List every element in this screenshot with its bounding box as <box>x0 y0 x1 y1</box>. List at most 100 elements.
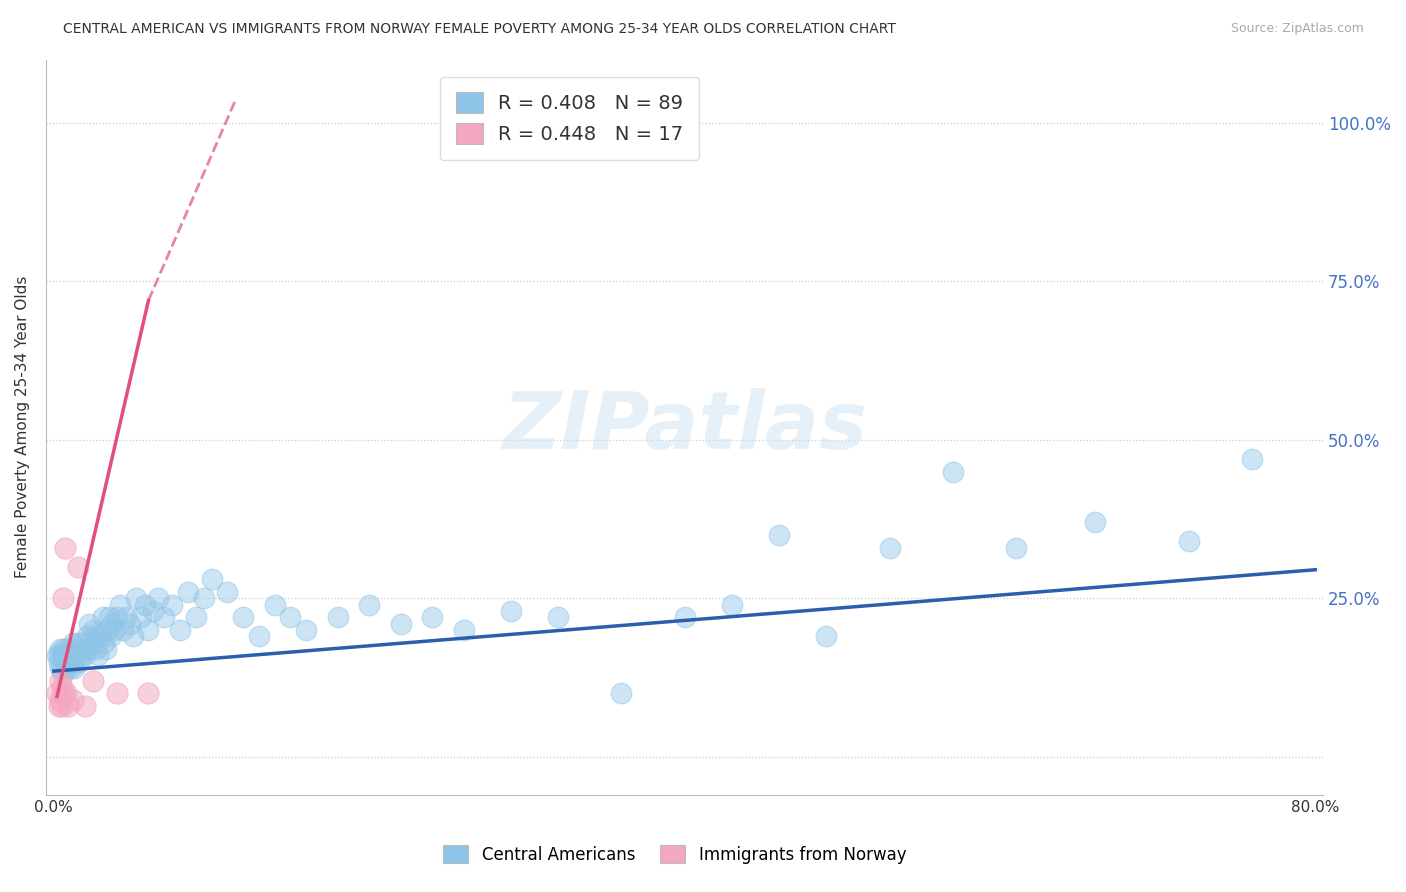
Point <box>48 698 70 713</box>
Point <box>49 692 72 706</box>
Point <box>63 661 86 675</box>
Point <box>91 610 114 624</box>
Point <box>295 623 318 637</box>
Point <box>193 591 215 606</box>
Point <box>79 642 101 657</box>
Point <box>1178 534 1201 549</box>
Point <box>247 629 270 643</box>
Point <box>53 655 76 669</box>
Point <box>169 623 191 637</box>
Point <box>83 629 105 643</box>
Point <box>56 655 79 669</box>
Point <box>112 623 135 637</box>
Point <box>610 686 633 700</box>
Point <box>53 541 76 555</box>
Point <box>326 610 349 624</box>
Point <box>49 642 72 657</box>
Legend: R = 0.408   N = 89, R = 0.448   N = 17: R = 0.408 N = 89, R = 0.448 N = 17 <box>440 77 699 160</box>
Point <box>100 629 122 643</box>
Point <box>105 610 128 624</box>
Point <box>49 661 72 675</box>
Point <box>73 642 96 657</box>
Point <box>66 559 89 574</box>
Point <box>62 655 84 669</box>
Point <box>115 610 138 624</box>
Point <box>768 528 790 542</box>
Point <box>721 598 744 612</box>
Text: ZIPatlas: ZIPatlas <box>502 388 868 467</box>
Point <box>52 642 75 657</box>
Point <box>200 572 222 586</box>
Point <box>942 465 965 479</box>
Point <box>118 616 141 631</box>
Point <box>125 591 148 606</box>
Text: Source: ZipAtlas.com: Source: ZipAtlas.com <box>1230 22 1364 36</box>
Point <box>56 698 79 713</box>
Point <box>184 610 207 624</box>
Point <box>879 541 901 555</box>
Point <box>160 598 183 612</box>
Point <box>129 610 152 624</box>
Point <box>59 648 82 663</box>
Point <box>103 623 125 637</box>
Point <box>65 642 87 657</box>
Point <box>77 616 100 631</box>
Point <box>82 623 104 637</box>
Point <box>94 642 117 657</box>
Point <box>1241 451 1264 466</box>
Point <box>46 648 69 663</box>
Point <box>121 629 143 643</box>
Point <box>453 623 475 637</box>
Point <box>62 692 84 706</box>
Point <box>280 610 302 624</box>
Point <box>52 591 75 606</box>
Point <box>98 610 121 624</box>
Point <box>93 635 115 649</box>
Point <box>55 642 77 657</box>
Point <box>263 598 285 612</box>
Point <box>66 648 89 663</box>
Point <box>501 604 523 618</box>
Point <box>69 648 91 663</box>
Point <box>86 642 108 657</box>
Point <box>51 648 73 663</box>
Point <box>153 610 176 624</box>
Y-axis label: Female Poverty Among 25-34 Year Olds: Female Poverty Among 25-34 Year Olds <box>15 276 30 578</box>
Point <box>134 598 156 612</box>
Point <box>138 686 160 700</box>
Point <box>55 661 77 675</box>
Point <box>96 623 118 637</box>
Point <box>48 648 70 663</box>
Point <box>49 673 72 688</box>
Point <box>87 648 110 663</box>
Point <box>76 629 98 643</box>
Point <box>177 585 200 599</box>
Point <box>101 616 124 631</box>
Point <box>46 686 69 700</box>
Point <box>55 686 77 700</box>
Point <box>75 648 97 663</box>
Point <box>80 635 103 649</box>
Point <box>105 686 128 700</box>
Point <box>63 648 86 663</box>
Point <box>62 635 84 649</box>
Text: CENTRAL AMERICAN VS IMMIGRANTS FROM NORWAY FEMALE POVERTY AMONG 25-34 YEAR OLDS : CENTRAL AMERICAN VS IMMIGRANTS FROM NORW… <box>63 22 896 37</box>
Point <box>53 648 76 663</box>
Point <box>146 591 169 606</box>
Point <box>108 598 131 612</box>
Point <box>52 667 75 681</box>
Point <box>90 629 112 643</box>
Legend: Central Americans, Immigrants from Norway: Central Americans, Immigrants from Norwa… <box>437 838 912 871</box>
Point <box>59 661 82 675</box>
Point <box>547 610 569 624</box>
Point <box>138 623 160 637</box>
Point <box>389 616 412 631</box>
Point <box>67 655 90 669</box>
Point <box>1083 515 1105 529</box>
Point <box>673 610 696 624</box>
Point <box>70 635 93 649</box>
Point <box>420 610 443 624</box>
Point <box>51 680 73 694</box>
Point <box>75 698 97 713</box>
Point <box>82 673 104 688</box>
